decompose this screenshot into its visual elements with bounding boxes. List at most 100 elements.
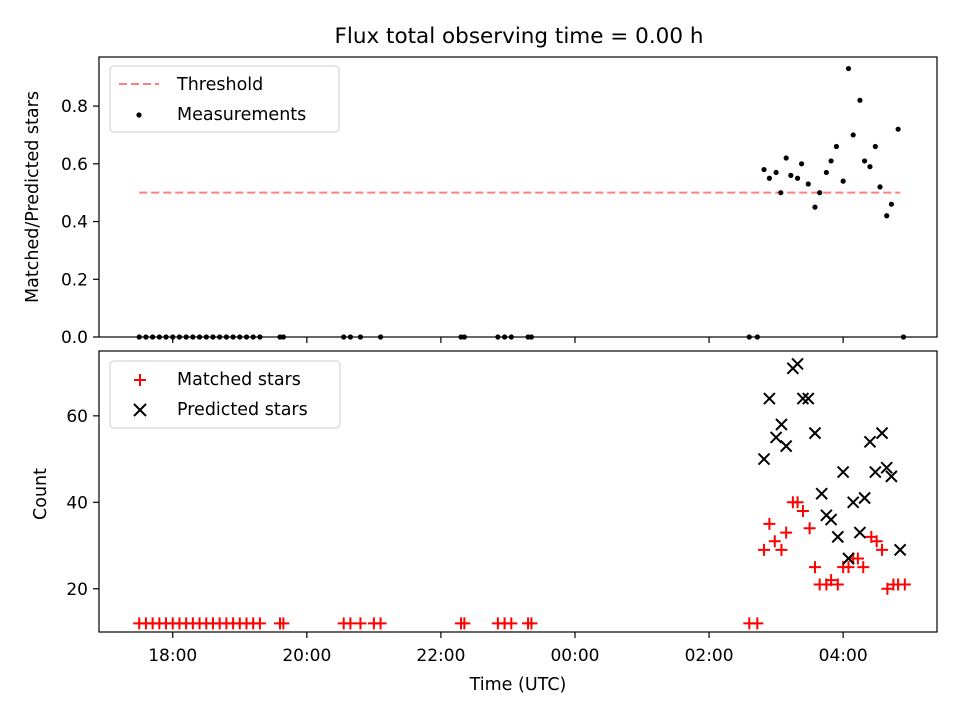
measurement-point (877, 184, 883, 190)
bottom-plot-marks (133, 357, 911, 630)
measurement-point (143, 334, 149, 340)
matched-star-point (374, 617, 387, 630)
matched-star-point (857, 561, 870, 574)
measurement-point (280, 334, 286, 340)
measurement-point (217, 334, 223, 340)
measurement-point (840, 178, 846, 184)
matched-star-point (851, 552, 864, 565)
top-plot-marks (136, 65, 907, 340)
legend-predicted-label: Predicted stars (177, 400, 308, 420)
top-y-tick-label: 0.2 (61, 270, 88, 290)
measurement-point (357, 334, 364, 340)
top-x-ticks (172, 337, 844, 343)
measurement-point (773, 169, 779, 176)
matched-star-point (876, 543, 889, 556)
matched-star-point (751, 617, 764, 630)
measurement-point (794, 175, 801, 181)
matched-star-point (768, 535, 781, 548)
bottom-y-tick-label: 40 (66, 493, 88, 513)
x-tick-label: 00:00 (550, 646, 599, 666)
x-tick-label: 22:00 (416, 646, 465, 666)
measurement-point (778, 190, 784, 196)
top-y-tick-label: 0.6 (61, 155, 88, 175)
measurement-point (501, 334, 508, 340)
predicted-star-point (880, 461, 893, 474)
measurement-point (861, 158, 868, 164)
measurement-point (163, 334, 169, 340)
matched-star-point (898, 578, 911, 591)
measurement-point (341, 334, 347, 340)
measurement-point (495, 334, 501, 340)
measurement-point (900, 334, 907, 340)
predicted-star-point (763, 392, 776, 405)
matched-star-point (253, 617, 266, 630)
top-plot-frame (98, 56, 938, 338)
legend-threshold-label: Threshold (176, 75, 263, 95)
bottom-y-tick-label: 20 (66, 580, 88, 600)
predicted-star-point (869, 465, 882, 479)
matched-star-point (758, 543, 771, 556)
measurement-point (223, 334, 229, 340)
bottom-legend-box (109, 360, 341, 429)
matched-star-point (505, 617, 518, 630)
predicted-star-point (815, 487, 828, 500)
measurement-point (156, 334, 162, 340)
matched-star-point (775, 543, 788, 556)
measurement-point (872, 143, 878, 150)
predicted-star-point (836, 465, 850, 479)
predicted-star-point (858, 491, 871, 505)
measurement-point (812, 204, 818, 210)
predicted-star-point (842, 552, 855, 565)
predicted-star-point (769, 431, 783, 444)
measurement-point (257, 334, 263, 340)
chart-title: Flux total observing time = 0.00 h (335, 24, 704, 49)
x-tick-label: 02:00 (685, 646, 734, 666)
matched-star-point (525, 617, 538, 630)
legend-measurements-label: Measurements (177, 105, 306, 125)
matched-star-point (763, 517, 776, 530)
top-legend: Threshold Measurements (109, 65, 340, 133)
predicted-star-point (863, 435, 877, 448)
x-axis-label: Time (UTC) (469, 675, 567, 695)
measurement-point (828, 158, 834, 164)
measurement-point (746, 334, 752, 340)
bottom-y-axis-label: Count (31, 468, 51, 520)
measurement-point (766, 175, 773, 181)
bottom-legend: Matched stars Predicted stars (109, 360, 341, 429)
top-y-tick-label: 0.0 (61, 328, 88, 348)
measurement-point (237, 334, 243, 340)
measurement-point (754, 334, 760, 340)
measurement-point (833, 143, 840, 150)
matched-star-point (881, 582, 894, 595)
predicted-star-point (775, 418, 788, 431)
measurement-point (817, 190, 823, 196)
measurement-point (783, 155, 789, 161)
measurement-point (761, 166, 767, 173)
predicted-star-point (757, 452, 771, 466)
measurement-point (895, 126, 901, 132)
top-y-axis-label: Matched/Predicted stars (23, 91, 43, 303)
measurement-point (243, 334, 250, 340)
x-tick-label: 20:00 (282, 646, 331, 666)
matched-star-point (825, 574, 838, 587)
top-legend-box (109, 65, 340, 133)
measurement-point (203, 334, 209, 340)
measurement-point (528, 334, 535, 340)
predicted-star-point (853, 526, 867, 539)
measurement-point (250, 334, 256, 340)
bottom-y-ticks: 20 40 60 (66, 407, 99, 600)
predicted-star-point (791, 357, 804, 371)
matched-star-point (458, 617, 471, 630)
measurement-point (150, 334, 156, 340)
measurement-point (788, 172, 794, 178)
measurement-point (867, 164, 873, 170)
measurement-point (857, 97, 863, 103)
measurement-point (888, 201, 895, 207)
predicted-star-point (779, 439, 793, 453)
measurement-point (176, 334, 183, 340)
predicted-star-point (796, 392, 810, 405)
predicted-star-point (846, 496, 860, 509)
legend-measurements-swatch (136, 112, 142, 118)
measurement-point (850, 132, 856, 138)
matched-star-point (277, 617, 290, 630)
